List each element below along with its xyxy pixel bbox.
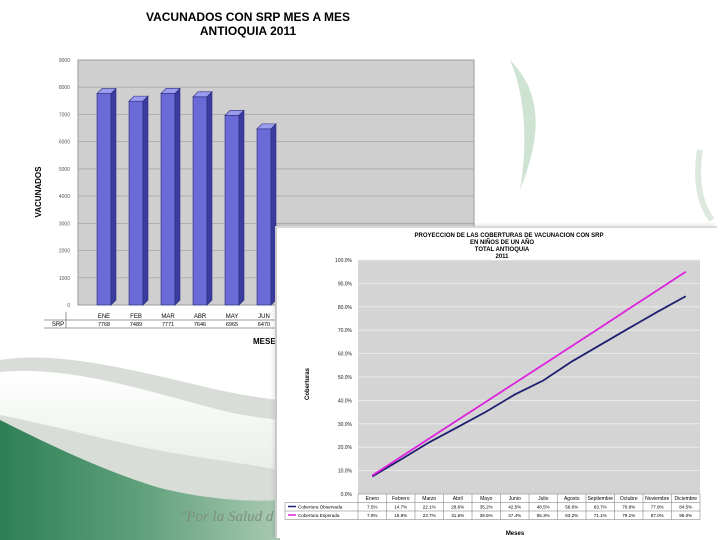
chart1-y-tick-label: 8000 xyxy=(59,85,70,91)
chart2-table-value: 39.5% xyxy=(480,513,493,518)
chart1-table-value: 7646 xyxy=(194,322,206,328)
chart2-table-value: 63.7% xyxy=(594,505,607,510)
chart2-y-tick-label: 60.0% xyxy=(338,352,353,358)
chart2-table-value: 95.0% xyxy=(679,513,692,518)
chart2-y-tick-label: 40.0% xyxy=(338,398,353,404)
chart1-y-tick-label: 0 xyxy=(67,303,70,309)
chart1-y-tick-label: 9000 xyxy=(59,58,70,64)
chart2-title: PROYECCION DE LAS COBERTURAS DE VACUNACI… xyxy=(415,233,604,239)
chart2-legend-label: Cobertura Esperada xyxy=(298,513,340,518)
chart1-x-tick-label: MAY xyxy=(226,314,239,320)
chart1-bar-side xyxy=(206,91,213,306)
chart1-table-value: 7489 xyxy=(130,322,142,328)
chart1-bar xyxy=(224,115,240,306)
chart2-subtitle-1: EN NIÑOS DE UN AÑO xyxy=(470,239,534,246)
chart2-x-tick-label: Septiembre xyxy=(587,496,613,502)
chart1-bar-side xyxy=(238,109,245,306)
chart1-y-tick-label: 5000 xyxy=(59,167,70,173)
coverage-projection-panel: PROYECCION DE LAS COBERTURAS DE VACUNACI… xyxy=(275,226,717,538)
chart1-bar xyxy=(192,96,208,306)
chart2-y-tick-label: 80.0% xyxy=(338,305,353,311)
chart1-title: VACUNADOS CON SRP MES A MES xyxy=(146,10,350,24)
chart2-table-value: 63.2% xyxy=(565,513,578,518)
chart2-x-tick-label: Noviembre xyxy=(645,496,669,502)
chart2-table-value: 79.1% xyxy=(622,513,635,518)
chart2-table-value: 71.1% xyxy=(594,513,607,518)
chart2-series-observada-line xyxy=(371,295,687,478)
chart2-table-value: 42.5% xyxy=(508,505,521,510)
chart1-y-tick-label: 4000 xyxy=(59,194,70,200)
chart1-table-value: 6470 xyxy=(258,322,270,328)
chart1-y-tick-label: 2000 xyxy=(59,249,70,255)
chart2-table-value: 35.2% xyxy=(480,505,493,510)
chart1-y-axis-label: VACUNADOS xyxy=(34,166,43,218)
chart2-table-value: 56.6% xyxy=(565,505,578,510)
chart2-x-tick-label: Agosto xyxy=(564,496,580,502)
chart1-y-tick-label: 6000 xyxy=(59,140,70,146)
chart2-x-tick-label: Enero xyxy=(366,496,380,502)
chart2-table-value: 15.8% xyxy=(394,513,407,518)
chart1-x-tick-label: FEB xyxy=(130,314,142,320)
chart2-subtitle-3: 2011 xyxy=(495,254,509,260)
chart1-table-value: 7771 xyxy=(162,322,174,328)
chart2-x-tick-label: Diciembre xyxy=(674,496,697,502)
chart2-y-tick-label: 20.0% xyxy=(338,445,353,451)
chart1-bar-side xyxy=(142,95,149,306)
chart2-table-value: 22.1% xyxy=(423,505,436,510)
chart2-y-tick-label: 0.0% xyxy=(341,492,353,498)
chart2-table-value: 7.5% xyxy=(367,505,377,510)
slogan-text: "Por la Salud d xyxy=(180,509,274,525)
chart1-table-value: 6965 xyxy=(226,322,238,328)
chart2-table-value: 84.5% xyxy=(679,505,692,510)
chart1-y-tick-label: 1000 xyxy=(59,276,70,282)
chart2-y-axis-label: Coberturas xyxy=(305,367,311,400)
chart2-x-tick-label: Mayo xyxy=(480,496,492,502)
chart2-legend-label: Cobertura Observada xyxy=(298,505,343,510)
chart1-bar xyxy=(160,93,176,306)
chart2-x-tick-label: Octubre xyxy=(620,496,638,502)
chart1-y-tick-label: 7000 xyxy=(59,112,70,118)
coverage-projection-line-chart: PROYECCION DE LAS COBERTURAS DE VACUNACI… xyxy=(284,233,701,537)
chart1-table-value: 7768 xyxy=(98,322,110,328)
chart2-series-esperada-line xyxy=(371,270,687,477)
chart2-y-tick-label: 100.0% xyxy=(335,258,353,264)
chart1-x-tick-label: MAR xyxy=(161,314,175,320)
chart2-table-value: 47.4% xyxy=(508,513,521,518)
chart2-table-value: 77.8% xyxy=(651,505,664,510)
chart2-table-value: 48.5% xyxy=(537,505,550,510)
chart2-y-tick-label: 70.0% xyxy=(338,328,353,334)
chart2-table-value: 7.9% xyxy=(367,513,377,518)
chart2-x-tick-label: Junio xyxy=(509,496,521,502)
chart1-bar xyxy=(256,128,272,306)
chart2-x-tick-label: Marzo xyxy=(422,496,436,502)
chart2-table-value: 14.7% xyxy=(394,505,407,510)
chart2-table-value: 55.3% xyxy=(537,513,550,518)
chart1-x-axis-label: MESES xyxy=(253,337,282,346)
chart2-subtitle-2: TOTAL ANTIOQUIA xyxy=(475,247,530,253)
chart2-x-tick-label: Abril xyxy=(453,496,463,502)
chart2-table-value: 31.6% xyxy=(451,513,464,518)
chart1-bar xyxy=(96,93,112,306)
chart2-y-tick-label: 50.0% xyxy=(338,375,353,381)
chart1-table-row-label: SRP xyxy=(52,322,64,328)
chart2-table-value: 23.7% xyxy=(423,513,436,518)
chart1-x-tick-label: JUN xyxy=(258,314,270,320)
chart2-y-tick-label: 10.0% xyxy=(338,469,353,475)
chart2-y-tick-label: 30.0% xyxy=(338,422,353,428)
chart2-x-tick-label: Julio xyxy=(538,496,549,502)
chart1-x-tick-label: ABR xyxy=(194,314,207,320)
chart2-table-value: 70.8% xyxy=(622,505,635,510)
chart1-bar-side xyxy=(110,87,117,306)
chart1-x-tick-label: ENE xyxy=(98,314,110,320)
chart1-bar-side xyxy=(174,87,181,306)
chart1-y-tick-label: 3000 xyxy=(59,221,70,227)
chart1-subtitle: ANTIOQUIA 2011 xyxy=(200,24,297,38)
chart2-table-value: 87.0% xyxy=(651,513,664,518)
chart1-bar xyxy=(128,100,144,306)
chart2-table-value: 28.6% xyxy=(451,505,464,510)
chart2-x-tick-label: Febrero xyxy=(392,496,410,502)
chart2-x-axis-label: Meses xyxy=(506,531,525,537)
chart2-y-tick-label: 90.0% xyxy=(338,281,353,287)
